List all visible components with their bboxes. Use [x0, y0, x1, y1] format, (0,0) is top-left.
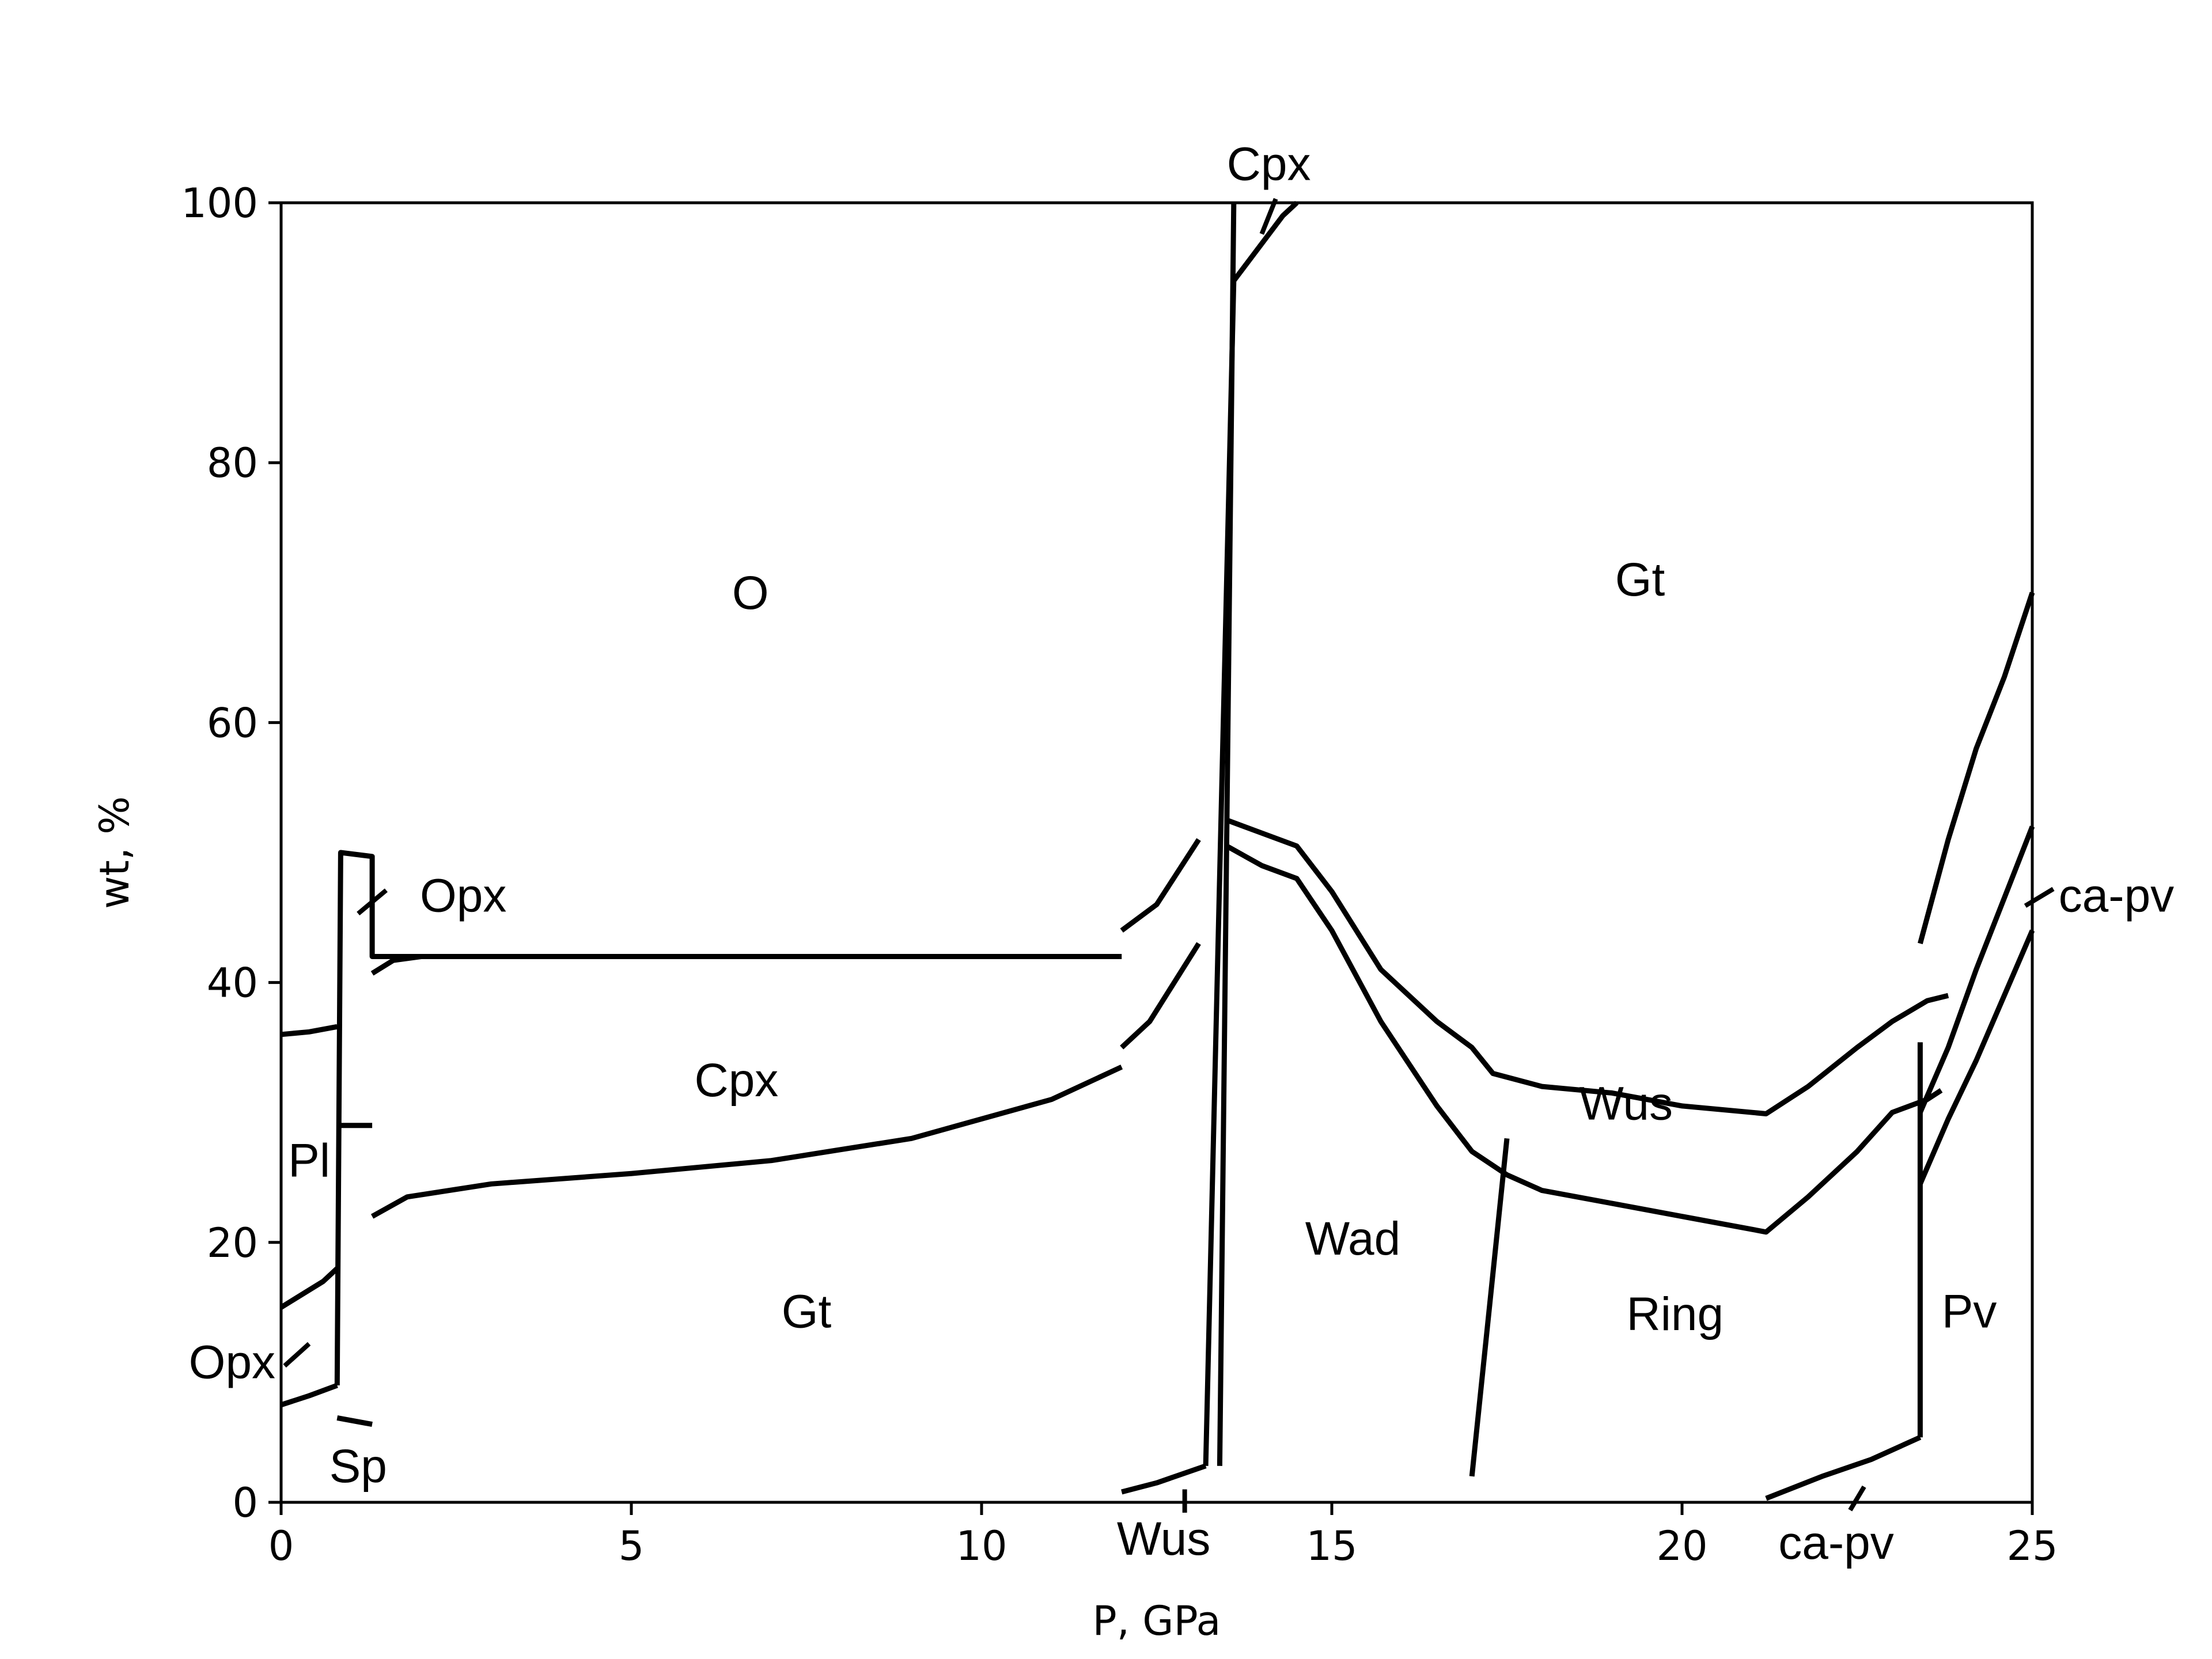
label-leader: [1259, 198, 1278, 235]
y-axis-title: wt, %: [91, 796, 138, 909]
y-tick-label: 80: [207, 440, 258, 487]
x-tick-label: 15: [1306, 1522, 1357, 1570]
label-leader: [283, 1342, 311, 1368]
y-tick-label: 100: [181, 180, 258, 227]
phase-label: Gt: [1615, 554, 1665, 606]
x-tick-label: 25: [2006, 1522, 2058, 1570]
phase-label: Cpx: [1227, 138, 1311, 190]
x-tick-label: 10: [956, 1522, 1007, 1570]
y-tick-label: 20: [207, 1219, 258, 1267]
phase-boundary-9: [1120, 838, 1201, 933]
phase-boundary-21: [1918, 929, 2035, 1185]
phase-boundary-15: [1225, 843, 1943, 1235]
y-axis: 0 20 40 60 80 100: [181, 180, 281, 1527]
phase-label: Pl: [288, 1135, 330, 1187]
x-tick-label: 5: [619, 1522, 645, 1570]
phase-boundary-4: [334, 850, 1122, 1386]
x-axis-title: P, GPa: [1093, 1597, 1221, 1645]
x-tick-label: 20: [1656, 1522, 1707, 1570]
phase-label: Wus: [1579, 1077, 1673, 1130]
phase-label: ca-pv: [1778, 1517, 1894, 1569]
phase-label: O: [732, 567, 769, 619]
phase-label: Wus: [1117, 1513, 1211, 1565]
phase-boundary-17: [1765, 1435, 1922, 1501]
phase-label: Opx: [420, 869, 506, 922]
phase-boundary-3: [280, 1382, 338, 1408]
phase-boundary-6: [336, 1415, 373, 1427]
phase-boundary-11: [1121, 1463, 1207, 1495]
phase-boundary-14: [1226, 817, 1949, 1116]
phase-labels: O Gt Cpx Gt Wad Wus Ring Pv Pl Sp Opx Opx Cpx Wus ca-p…: [189, 138, 2174, 1569]
phase-boundary-2: [279, 1266, 339, 1310]
y-tick-label: 40: [207, 960, 258, 1007]
x-axis: 0 5 10 15 20 25: [268, 1502, 2058, 1570]
phase-boundary-19: [1918, 592, 2035, 945]
phase-boundary-7: [370, 1065, 1123, 1219]
phase-label: Opx: [189, 1336, 275, 1388]
label-leader: [1848, 1485, 1866, 1512]
plot-frame: [279, 201, 2034, 1504]
phase-label: ca-pv: [2059, 869, 2175, 922]
phase-boundary-20: [1918, 825, 2035, 1113]
phase-boundary-10: [1120, 942, 1201, 1050]
phase-boundary-12: [1203, 200, 1299, 1466]
phase-boundary-16: [1469, 1138, 1510, 1477]
label-leader: [2024, 887, 2055, 908]
phase-boundary-13: [1217, 202, 1237, 1466]
x-tick-label: 0: [268, 1522, 294, 1570]
phase-label: Gt: [782, 1285, 832, 1338]
phase-label: Ring: [1627, 1288, 1724, 1340]
label-leaders: [283, 198, 2055, 1513]
y-tick-label: 0: [232, 1479, 258, 1527]
phase-boundaries: [279, 200, 2035, 1501]
phase-label: Wad: [1305, 1213, 1401, 1265]
phase-boundary-8: [370, 954, 422, 976]
phase-label: Pv: [1942, 1285, 1997, 1338]
phase-boundary-1: [281, 1024, 338, 1037]
phase-label: Sp: [329, 1440, 387, 1493]
y-tick-label: 60: [207, 699, 258, 747]
phase-label: Cpx: [694, 1054, 778, 1107]
label-leader: [357, 888, 388, 916]
